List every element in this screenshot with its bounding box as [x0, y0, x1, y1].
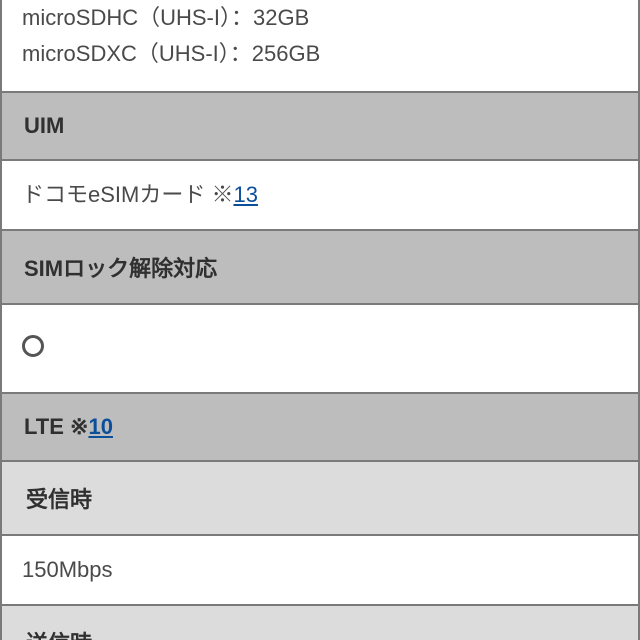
- lte-header-row: LTE ※10: [1, 393, 639, 461]
- send-header: 送信時: [1, 605, 639, 640]
- uim-value-cell: ドコモeSIMカード ※13: [1, 160, 639, 230]
- receive-value-row: 150Mbps: [1, 535, 639, 605]
- simlock-header-row: SIMロック解除対応: [1, 230, 639, 304]
- uim-value-row: ドコモeSIMカード ※13: [1, 160, 639, 230]
- send-header-row: 送信時: [1, 605, 639, 640]
- uim-header-row: UIM: [1, 92, 639, 160]
- storage-line-1: microSDHC（UHS-I）：32GB: [22, 0, 618, 36]
- uim-value-text: ドコモeSIMカード ※: [22, 182, 233, 207]
- receive-header-row: 受信時: [1, 461, 639, 535]
- lte-header-cell: LTE ※10: [1, 393, 639, 461]
- receive-value: 150Mbps: [1, 535, 639, 605]
- storage-line-2: microSDXC（UHS-I）：256GB: [22, 36, 618, 72]
- uim-header: UIM: [1, 92, 639, 160]
- storage-cell: microSDHC（UHS-I）：32GB microSDXC（UHS-I）：2…: [1, 0, 639, 92]
- footnote-10-link[interactable]: 10: [88, 414, 112, 439]
- lte-header-text: LTE ※: [24, 414, 88, 439]
- simlock-value-row: [1, 304, 639, 393]
- simlock-header: SIMロック解除対応: [1, 230, 639, 304]
- simlock-value-cell: [1, 304, 639, 393]
- footnote-13-link[interactable]: 13: [233, 182, 257, 207]
- storage-row: microSDHC（UHS-I）：32GB microSDXC（UHS-I）：2…: [1, 0, 639, 92]
- circle-icon: [22, 335, 44, 357]
- spec-table: microSDHC（UHS-I）：32GB microSDXC（UHS-I）：2…: [0, 0, 640, 640]
- receive-header: 受信時: [1, 461, 639, 535]
